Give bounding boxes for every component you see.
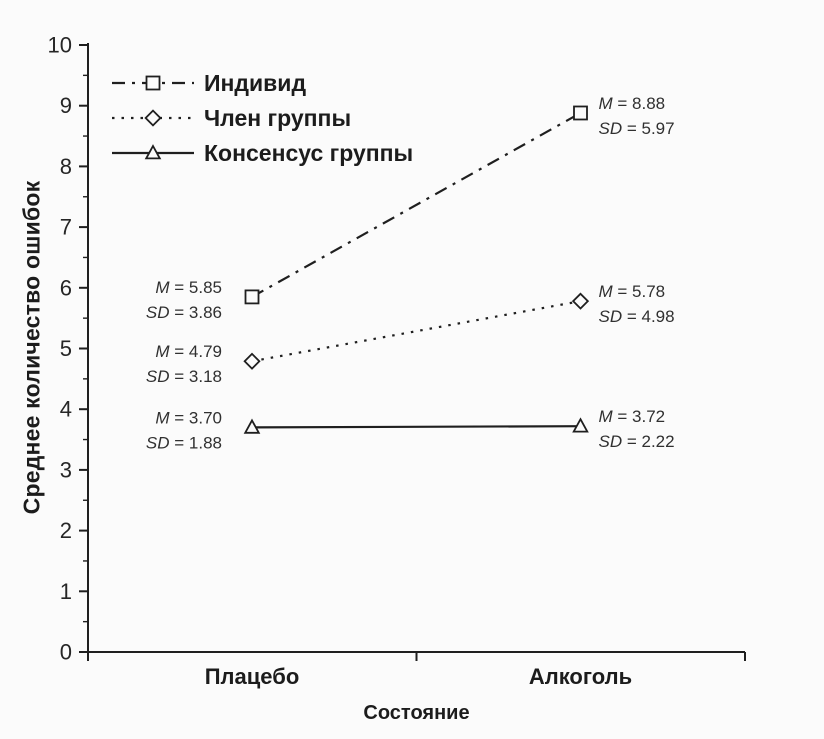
annotation-mean: M = 8.88 xyxy=(599,93,666,112)
annotation-sd: SD = 3.86 xyxy=(146,302,222,321)
y-tick-label: 3 xyxy=(60,457,72,482)
y-tick-label: 10 xyxy=(48,33,72,58)
x-category-label: Алкоголь xyxy=(529,664,632,689)
y-tick-label: 0 xyxy=(60,640,72,665)
legend-label: Консенсус группы xyxy=(204,140,413,166)
annotation-mean: M = 4.79 xyxy=(155,342,222,361)
series-line-diamond xyxy=(251,300,581,363)
series-line-square xyxy=(251,112,582,298)
diamond-marker xyxy=(144,109,162,127)
annotation-sd: SD = 2.22 xyxy=(599,432,675,451)
diamond-marker xyxy=(243,352,261,370)
annotation-sd: SD = 3.18 xyxy=(146,367,222,386)
annotation-mean: M = 5.85 xyxy=(155,277,222,296)
y-tick-label: 5 xyxy=(60,336,72,361)
y-tick-label: 2 xyxy=(60,518,72,543)
annotation-sd: SD = 4.98 xyxy=(599,307,675,326)
y-tick-label: 8 xyxy=(60,154,72,179)
square-marker xyxy=(244,289,260,305)
triangle-marker xyxy=(243,418,261,434)
y-tick-label: 7 xyxy=(60,215,72,240)
y-tick-label: 1 xyxy=(60,579,72,604)
x-axis-title: Состояние xyxy=(363,702,470,724)
diamond-marker xyxy=(571,292,590,310)
legend-label: Индивид xyxy=(204,70,306,96)
square-marker xyxy=(145,75,161,91)
annotation-mean: M = 3.70 xyxy=(155,408,222,427)
annotation-sd: SD = 5.97 xyxy=(599,118,675,137)
square-marker xyxy=(573,105,588,121)
y-axis-title: Среднее количество ошибок xyxy=(18,180,45,515)
annotation-sd: SD = 1.88 xyxy=(146,433,222,452)
y-tick-label: 4 xyxy=(60,397,72,422)
series-line-triangle xyxy=(251,425,581,429)
annotation-mean: M = 5.78 xyxy=(599,282,666,301)
triangle-marker xyxy=(572,417,589,433)
annotation-mean: M = 3.72 xyxy=(599,407,666,426)
y-tick-label: 9 xyxy=(60,93,72,118)
legend-label: Член группы xyxy=(204,105,351,131)
y-tick-label: 6 xyxy=(60,275,72,300)
x-category-label: Плацебо xyxy=(205,664,300,689)
triangle-marker xyxy=(144,144,162,160)
